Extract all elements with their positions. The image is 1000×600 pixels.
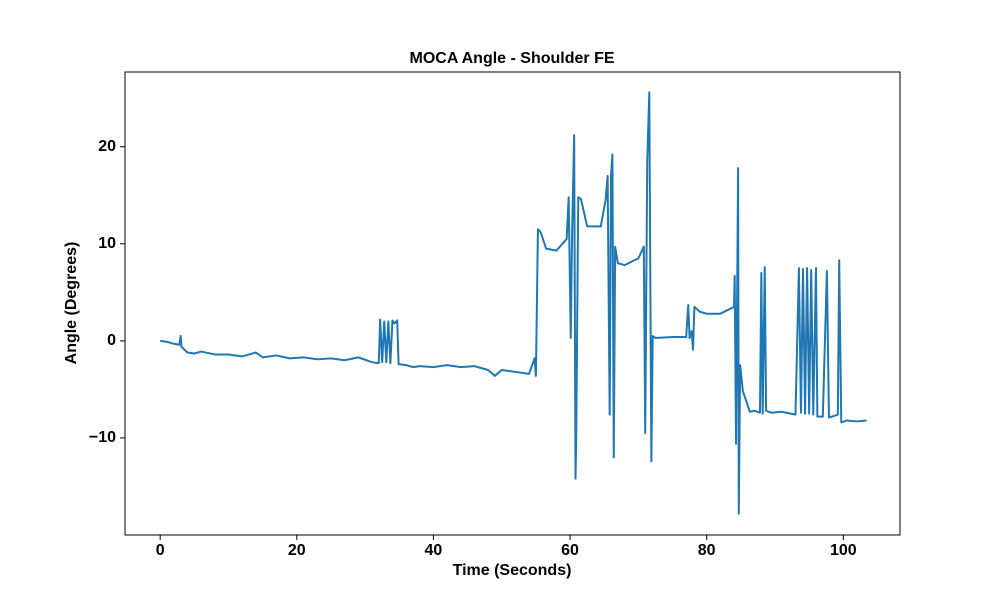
y-axis-label: Angle (Degrees) [63,242,80,365]
y-tick-label: −10 [89,429,116,446]
x-tick-label: 20 [288,542,306,559]
x-tick-label: 80 [698,542,716,559]
x-tick-label: 40 [425,542,443,559]
y-tick-label: 10 [98,235,116,252]
x-tick-label: 0 [156,542,165,559]
y-tick-label: 0 [107,332,116,349]
y-tick-label: 20 [98,138,116,155]
chart-title: MOCA Angle - Shoulder FE [409,50,614,67]
plot-frame [124,71,901,536]
data-line [160,91,867,515]
x-tick-label: 60 [561,542,579,559]
x-axis-label: Time (Seconds) [453,562,572,579]
x-tick-label: 100 [830,542,857,559]
